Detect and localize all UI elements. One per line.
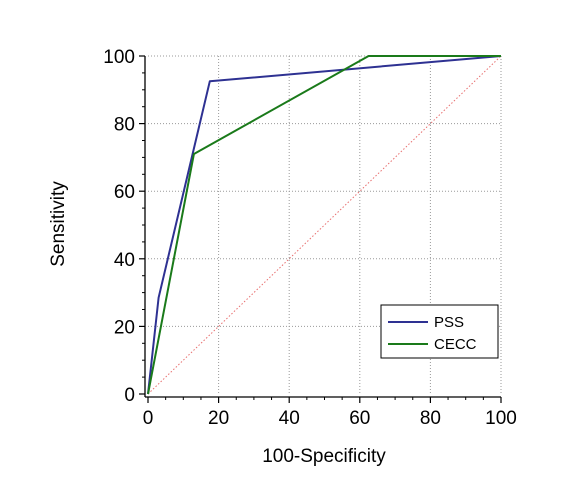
legend-label-cecc: CECC (434, 336, 477, 353)
x-tick-label: 100 (485, 408, 517, 429)
y-tick-label: 100 (103, 47, 135, 68)
x-axis-title: 100-Specificity (262, 446, 386, 467)
x-tick-label: 0 (143, 408, 154, 429)
y-tick-label: 0 (124, 385, 135, 406)
y-axis-title: Sensitivity (48, 181, 69, 267)
legend: PSS CECC (380, 304, 499, 359)
series-line-pss (147, 55, 502, 395)
reference-diagonal (147, 55, 502, 395)
reference-line (147, 55, 502, 395)
legend-label-pss: PSS (434, 314, 464, 331)
x-tick-label: 80 (420, 408, 441, 429)
axes (139, 55, 502, 403)
y-tick-label: 20 (114, 317, 135, 338)
legend-box (380, 304, 499, 359)
series-line-cecc (147, 55, 501, 395)
tick-labels: 0 20 40 60 80 100 0 20 40 60 80 100 (103, 47, 517, 429)
x-tick-label: 60 (349, 408, 370, 429)
x-tick-label: 20 (208, 408, 229, 429)
series-group (147, 55, 502, 395)
x-tick-label: 40 (279, 408, 300, 429)
y-tick-label: 40 (114, 250, 135, 271)
y-tick-label: 60 (114, 182, 135, 203)
y-tick-label: 80 (114, 115, 135, 136)
